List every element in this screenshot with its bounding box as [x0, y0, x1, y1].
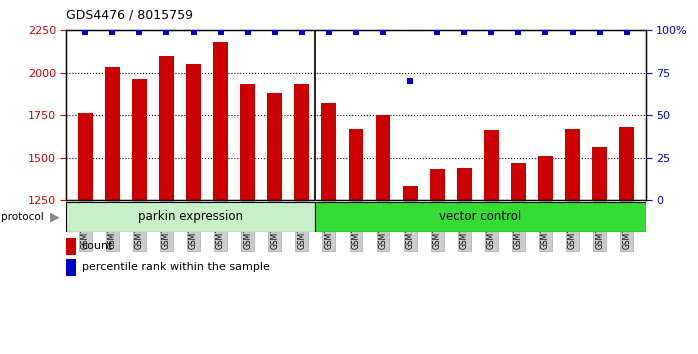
Bar [348, 129, 364, 200]
Text: parkin expression: parkin expression [138, 210, 243, 223]
Bar [322, 103, 336, 200]
Point [107, 29, 118, 35]
Text: ▶: ▶ [50, 210, 60, 223]
Bar [132, 79, 147, 200]
Bar [213, 42, 228, 200]
Bar [592, 147, 607, 200]
Bar [295, 85, 309, 200]
Point [215, 29, 226, 35]
Bar [77, 113, 93, 200]
Bar [538, 156, 553, 200]
Text: count: count [82, 241, 113, 251]
Point [296, 29, 307, 35]
Text: protocol: protocol [1, 212, 44, 222]
Text: GDS4476 / 8015759: GDS4476 / 8015759 [66, 9, 193, 22]
Point [594, 29, 605, 35]
Bar [267, 93, 282, 200]
Point [242, 29, 253, 35]
Bar [66, 238, 76, 255]
Bar [511, 162, 526, 200]
Bar [66, 202, 315, 232]
Point [459, 29, 470, 35]
Bar [456, 168, 472, 200]
Point [350, 29, 362, 35]
Point [134, 29, 145, 35]
Bar [403, 187, 417, 200]
Point [269, 29, 281, 35]
Bar [484, 130, 499, 200]
Bar [376, 115, 390, 200]
Point [486, 29, 497, 35]
Bar [66, 259, 76, 276]
Text: percentile rank within the sample: percentile rank within the sample [82, 262, 269, 272]
Bar [159, 56, 174, 200]
Bar [565, 129, 580, 200]
Point [161, 29, 172, 35]
Point [323, 29, 334, 35]
Bar [240, 85, 255, 200]
Point [80, 29, 91, 35]
Point [405, 78, 416, 84]
Point [431, 29, 443, 35]
Text: vector control: vector control [439, 210, 521, 223]
Point [540, 29, 551, 35]
Point [188, 29, 199, 35]
Bar [619, 127, 634, 200]
Bar [430, 170, 445, 200]
Point [621, 29, 632, 35]
Bar [315, 202, 646, 232]
Point [513, 29, 524, 35]
Point [378, 29, 389, 35]
Bar [186, 64, 201, 200]
Point [567, 29, 578, 35]
Bar [105, 68, 120, 200]
